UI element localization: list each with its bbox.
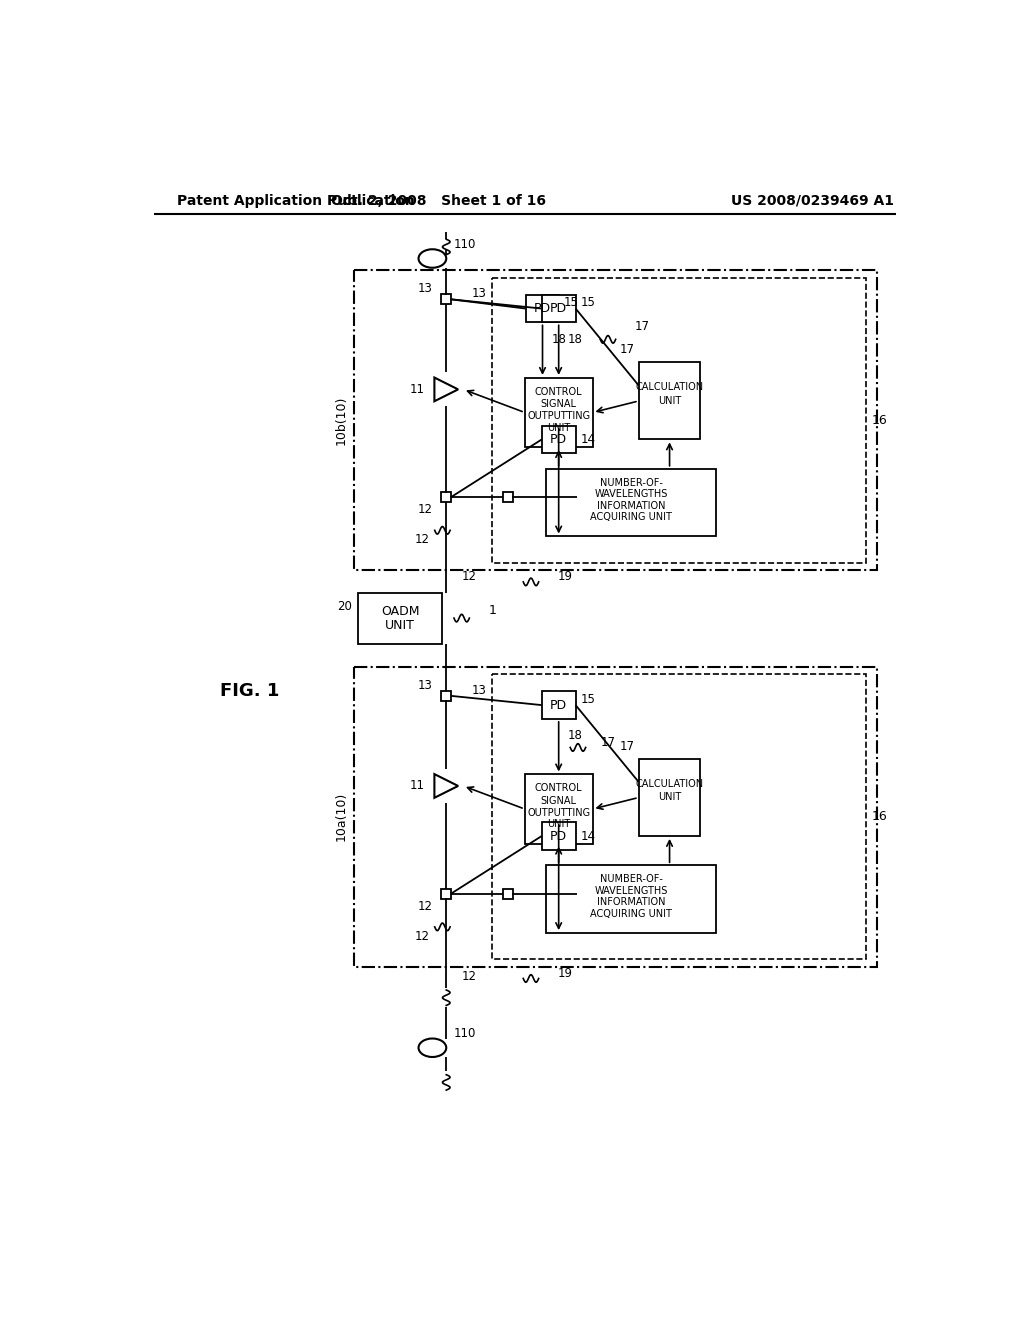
Bar: [542, 425, 575, 453]
Text: CALCULATION: CALCULATION: [636, 779, 703, 788]
Text: 110: 110: [454, 1027, 476, 1040]
Text: 18: 18: [568, 333, 583, 346]
Bar: [542, 822, 575, 850]
Text: US 2008/0239469 A1: US 2008/0239469 A1: [731, 194, 894, 207]
Text: 12: 12: [418, 899, 432, 912]
Bar: [524, 775, 593, 843]
Bar: [441, 888, 452, 899]
Text: 12: 12: [415, 533, 429, 546]
Text: 10b(10): 10b(10): [335, 396, 348, 445]
Text: 12: 12: [415, 929, 429, 942]
Text: 1: 1: [488, 603, 497, 616]
Text: UNIT: UNIT: [658, 396, 681, 407]
Text: ACQUIRING UNIT: ACQUIRING UNIT: [590, 908, 672, 919]
Bar: [547, 866, 716, 933]
Text: 14: 14: [581, 829, 595, 842]
Text: 12: 12: [418, 503, 432, 516]
Text: NUMBER-OF-: NUMBER-OF-: [600, 874, 663, 884]
Text: PD: PD: [534, 302, 551, 315]
Text: UNIT: UNIT: [547, 422, 570, 433]
Text: PD: PD: [550, 829, 567, 842]
Bar: [441, 294, 452, 305]
Text: PD: PD: [550, 302, 567, 315]
Text: PD: PD: [550, 433, 567, 446]
Text: 13: 13: [471, 684, 486, 697]
Text: 20: 20: [337, 599, 351, 612]
Bar: [357, 594, 442, 644]
Text: PD: PD: [550, 698, 567, 711]
Text: 19: 19: [558, 570, 572, 583]
Text: OUTPUTTING: OUTPUTTING: [527, 412, 590, 421]
Text: 13: 13: [418, 678, 432, 692]
Text: OADM: OADM: [381, 606, 419, 619]
Text: 17: 17: [635, 321, 650, 333]
Text: 17: 17: [620, 343, 635, 356]
Text: UNIT: UNIT: [658, 792, 681, 803]
Text: 17: 17: [620, 739, 635, 752]
Text: UNIT: UNIT: [547, 820, 570, 829]
Text: UNIT: UNIT: [385, 619, 415, 632]
Text: FIG. 1: FIG. 1: [220, 682, 280, 700]
Text: 10a(10): 10a(10): [335, 792, 348, 841]
Text: 16: 16: [872, 413, 888, 426]
Bar: [493, 277, 866, 562]
Bar: [547, 469, 716, 536]
Bar: [503, 888, 513, 899]
Bar: [503, 492, 513, 502]
Text: 15: 15: [581, 693, 595, 706]
Text: 110: 110: [454, 238, 476, 251]
Text: 12: 12: [462, 970, 476, 982]
Bar: [354, 667, 878, 966]
Bar: [639, 759, 700, 836]
Text: ACQUIRING UNIT: ACQUIRING UNIT: [590, 512, 672, 523]
Bar: [354, 271, 878, 570]
Text: 15: 15: [581, 296, 595, 309]
Text: WAVELENGTHS: WAVELENGTHS: [594, 886, 668, 896]
Text: INFORMATION: INFORMATION: [597, 898, 666, 907]
Bar: [524, 378, 593, 447]
Text: WAVELENGTHS: WAVELENGTHS: [594, 490, 668, 499]
Text: 18: 18: [568, 730, 583, 742]
Text: OUTPUTTING: OUTPUTTING: [527, 808, 590, 818]
Text: CONTROL: CONTROL: [535, 387, 583, 397]
Bar: [441, 690, 452, 701]
Text: 11: 11: [410, 383, 424, 396]
Text: 15: 15: [564, 296, 579, 309]
Text: SIGNAL: SIGNAL: [541, 796, 577, 805]
Bar: [639, 363, 700, 440]
Bar: [525, 294, 559, 322]
Text: 19: 19: [558, 966, 572, 979]
Bar: [441, 492, 452, 502]
Text: 18: 18: [552, 333, 566, 346]
Text: 12: 12: [462, 570, 476, 583]
Bar: [493, 675, 866, 960]
Text: 17: 17: [601, 735, 616, 748]
Text: Patent Application Publication: Patent Application Publication: [177, 194, 415, 207]
Text: SIGNAL: SIGNAL: [541, 399, 577, 409]
Text: 14: 14: [581, 433, 595, 446]
Text: 16: 16: [872, 810, 888, 824]
Text: Oct. 2, 2008   Sheet 1 of 16: Oct. 2, 2008 Sheet 1 of 16: [331, 194, 546, 207]
Text: 13: 13: [418, 282, 432, 296]
Text: INFORMATION: INFORMATION: [597, 500, 666, 511]
Text: CONTROL: CONTROL: [535, 783, 583, 793]
Bar: [542, 294, 575, 322]
Text: CALCULATION: CALCULATION: [636, 381, 703, 392]
Text: 11: 11: [410, 779, 424, 792]
Text: 13: 13: [471, 286, 486, 300]
Bar: [542, 692, 575, 719]
Text: NUMBER-OF-: NUMBER-OF-: [600, 478, 663, 487]
